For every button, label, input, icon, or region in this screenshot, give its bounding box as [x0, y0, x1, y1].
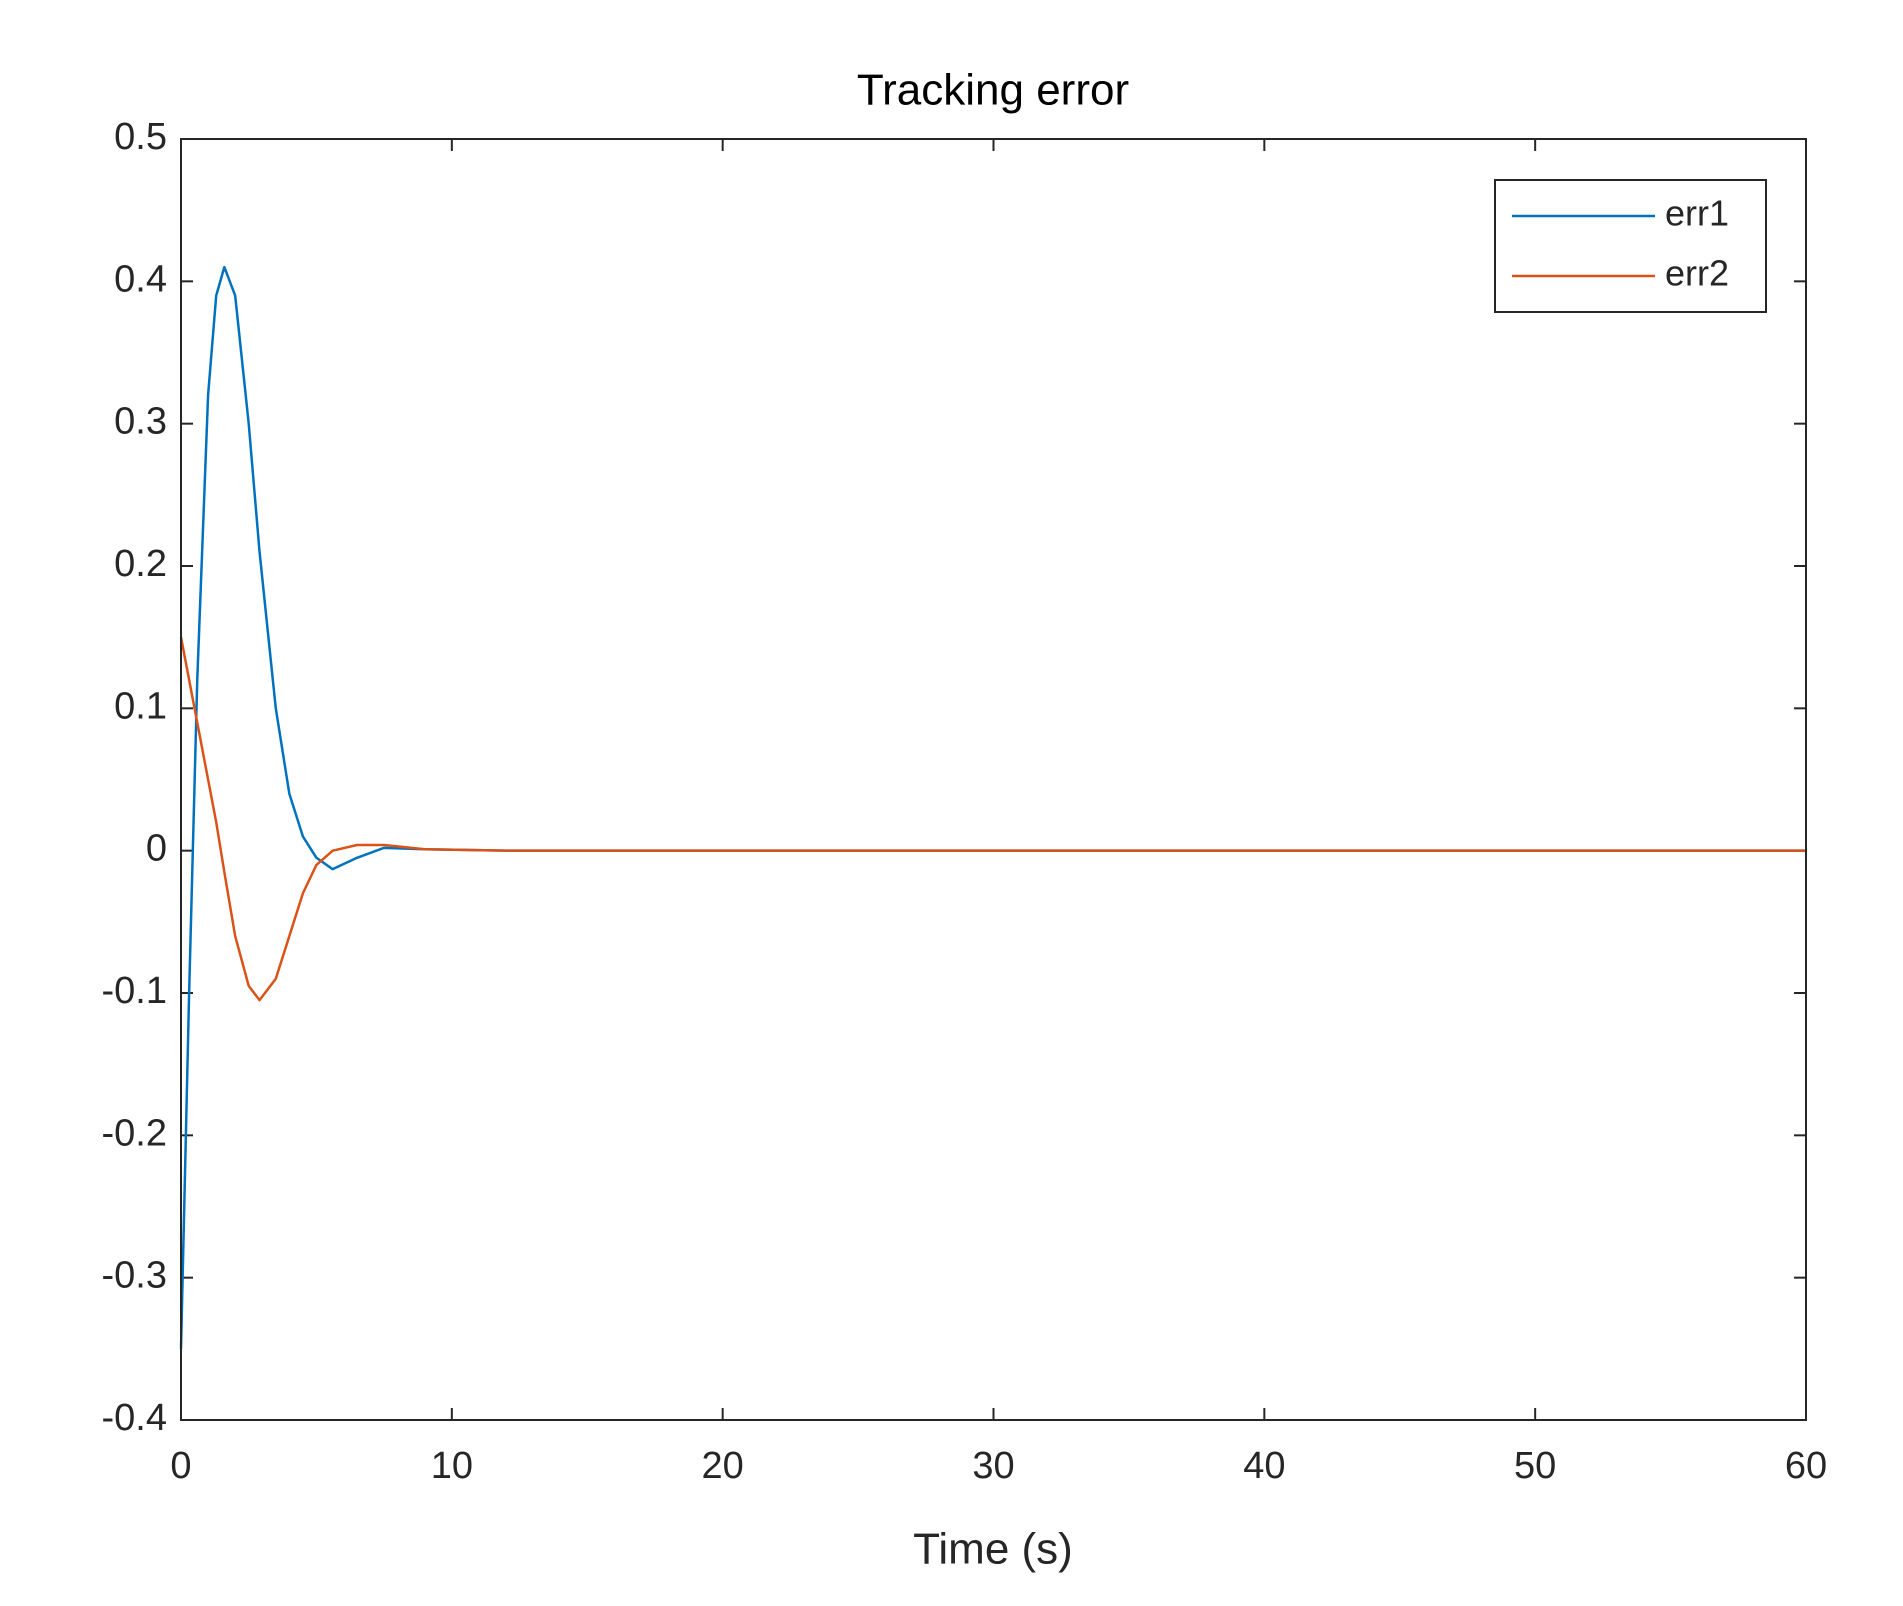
legend-label: err1	[1665, 193, 1729, 234]
data-line	[179, 636, 1806, 1002]
chart-title: Tracking error	[857, 66, 1129, 115]
x-tick-label: 20	[702, 1445, 744, 1487]
y-tick-label: -0.4	[102, 1397, 167, 1439]
x-axis-label: Time (s)	[913, 1525, 1073, 1574]
y-tick-label: 0.1	[114, 685, 167, 727]
x-tick-label: 30	[972, 1445, 1014, 1487]
legend-box	[1494, 179, 1767, 313]
y-tick-label: -0.2	[102, 1112, 167, 1154]
legend-label: err2	[1665, 253, 1729, 294]
x-tick-label: 50	[1514, 1445, 1556, 1487]
y-tick-label: -0.1	[102, 970, 167, 1012]
x-tick-label: 0	[170, 1445, 191, 1487]
y-tick-label: -0.3	[102, 1255, 167, 1297]
y-tick-label: 0.5	[114, 116, 167, 158]
y-tick-label: 0.3	[114, 401, 167, 443]
plot-frame	[180, 138, 1807, 1421]
y-tick-label: 0.2	[114, 543, 167, 585]
x-tick-label: 10	[431, 1445, 473, 1487]
x-tick-label: 40	[1243, 1445, 1285, 1487]
y-tick-label: 0	[146, 828, 167, 870]
x-tick-label: 60	[1785, 1445, 1827, 1487]
data-line	[179, 265, 1806, 1349]
y-tick-label: 0.4	[114, 258, 167, 300]
